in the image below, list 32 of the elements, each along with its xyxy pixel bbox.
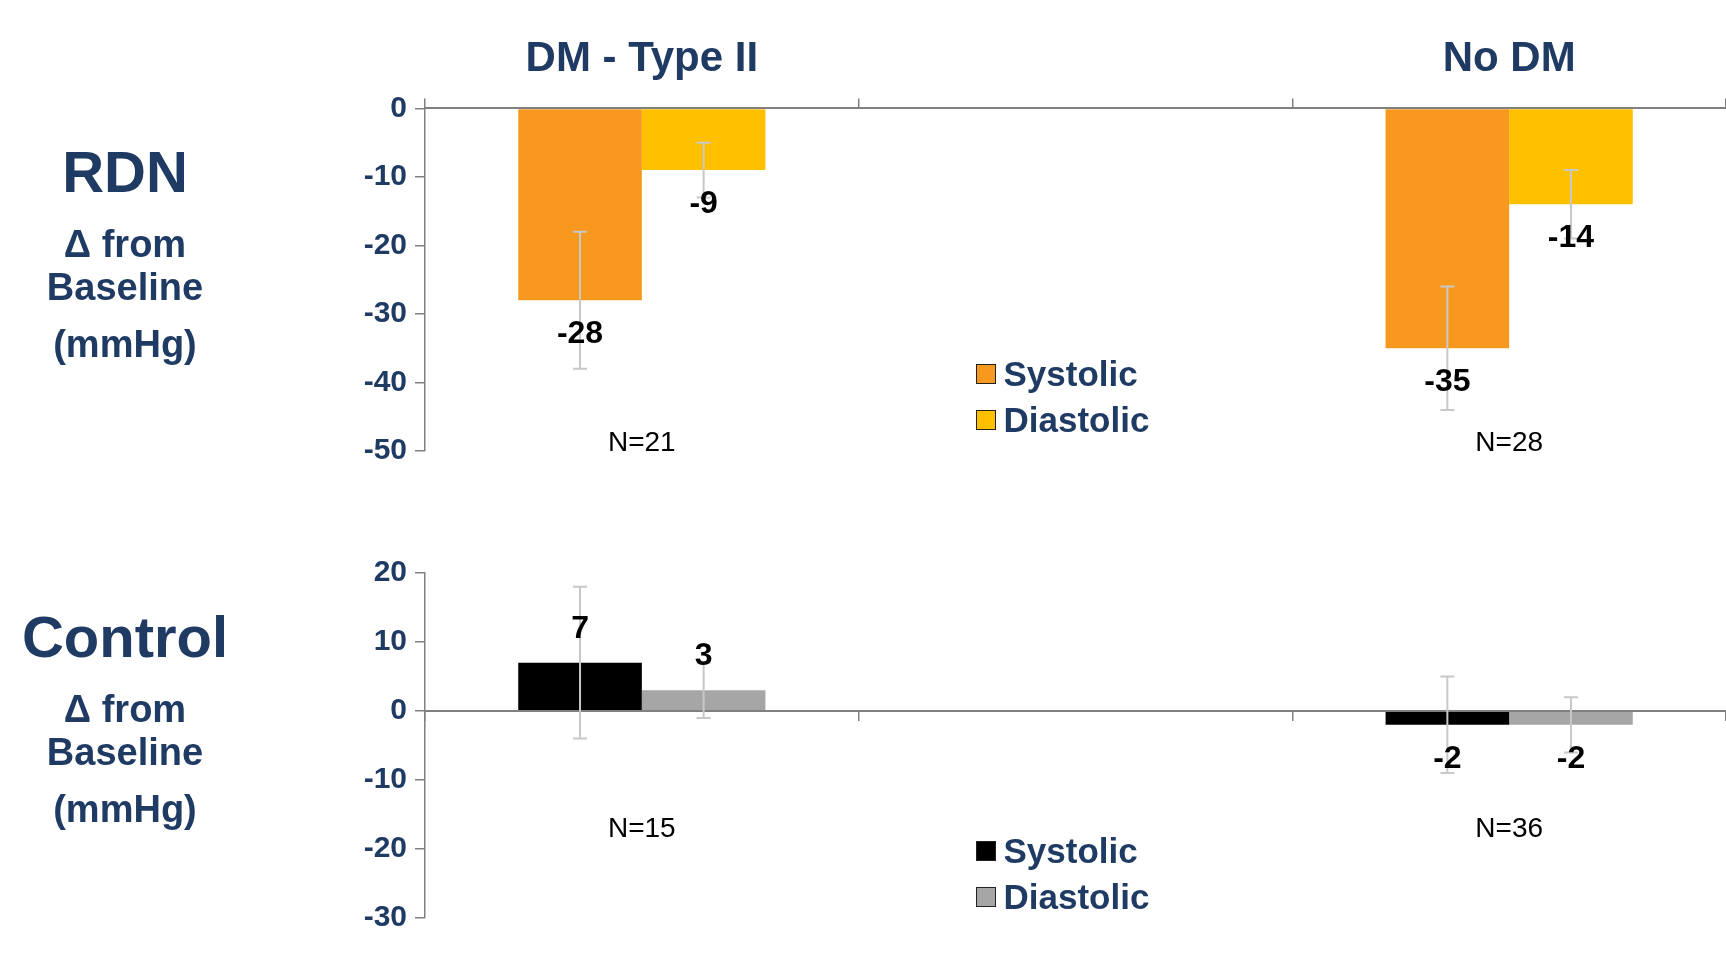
annotation: N=36	[1475, 811, 1544, 843]
y-tick-label: 10	[373, 623, 407, 657]
legend-label: Systolic	[1003, 831, 1138, 871]
y-tick-label: 20	[373, 554, 407, 588]
y-axis-title: RDN Δ from Baseline (mmHg)	[45, 138, 205, 367]
y-axis-title: Control Δ from Baseline (mmHg)	[20, 603, 230, 831]
y-tick-label: -40	[363, 363, 407, 397]
data-label: 7	[571, 608, 589, 645]
y-tick-label: 0	[390, 89, 407, 123]
x-tick-label: DM - Type II	[525, 32, 759, 80]
x-tick-label: No DM	[1442, 32, 1576, 80]
y-tick-label: -10	[363, 158, 407, 192]
legend-label: Systolic	[1003, 354, 1138, 394]
data-label: -28	[556, 314, 604, 351]
annotation: N=15	[607, 811, 676, 843]
y-tick-label: -30	[363, 295, 407, 329]
data-label: -2	[1556, 738, 1586, 775]
legend-label: Diastolic	[1003, 877, 1150, 917]
y-tick-label: 0	[390, 692, 407, 726]
data-label: -35	[1424, 362, 1471, 399]
y-tick-label: -20	[363, 830, 407, 864]
y-tick-label: -20	[363, 226, 407, 260]
annotation: N=21	[607, 425, 676, 457]
data-label: -14	[1547, 218, 1595, 255]
data-label: -9	[689, 183, 718, 220]
data-label: -2	[1433, 738, 1462, 775]
data-label: 3	[694, 636, 713, 673]
legend-label: Diastolic	[1003, 400, 1150, 440]
y-tick-label: -50	[363, 432, 407, 466]
annotation: N=28	[1475, 425, 1544, 457]
y-tick-label: -30	[363, 899, 407, 933]
y-tick-label: -10	[363, 761, 407, 795]
